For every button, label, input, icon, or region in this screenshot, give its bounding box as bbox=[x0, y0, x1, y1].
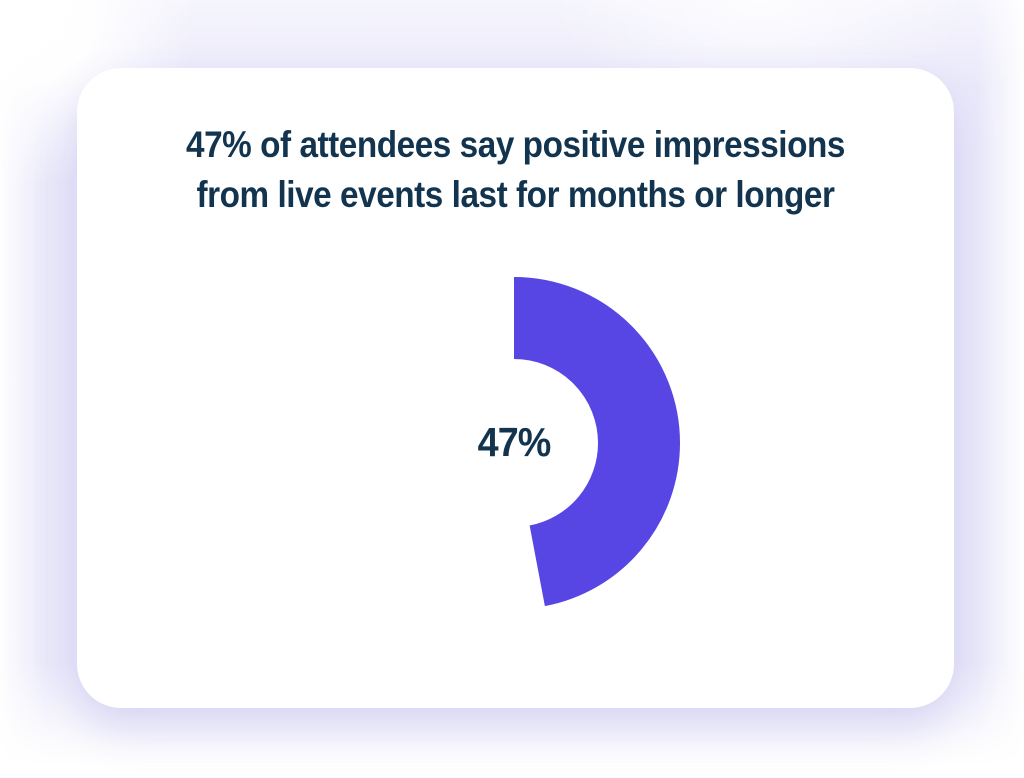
donut-center-label: 47% bbox=[477, 418, 551, 465]
card-title: 47% of attendees say positive impression… bbox=[186, 124, 845, 215]
donut-chart-svg bbox=[347, 277, 680, 609]
donut-chart: 47% bbox=[346, 275, 682, 611]
stat-card: 47% of attendees say positive impression… bbox=[77, 68, 954, 708]
donut-arc bbox=[347, 277, 680, 609]
